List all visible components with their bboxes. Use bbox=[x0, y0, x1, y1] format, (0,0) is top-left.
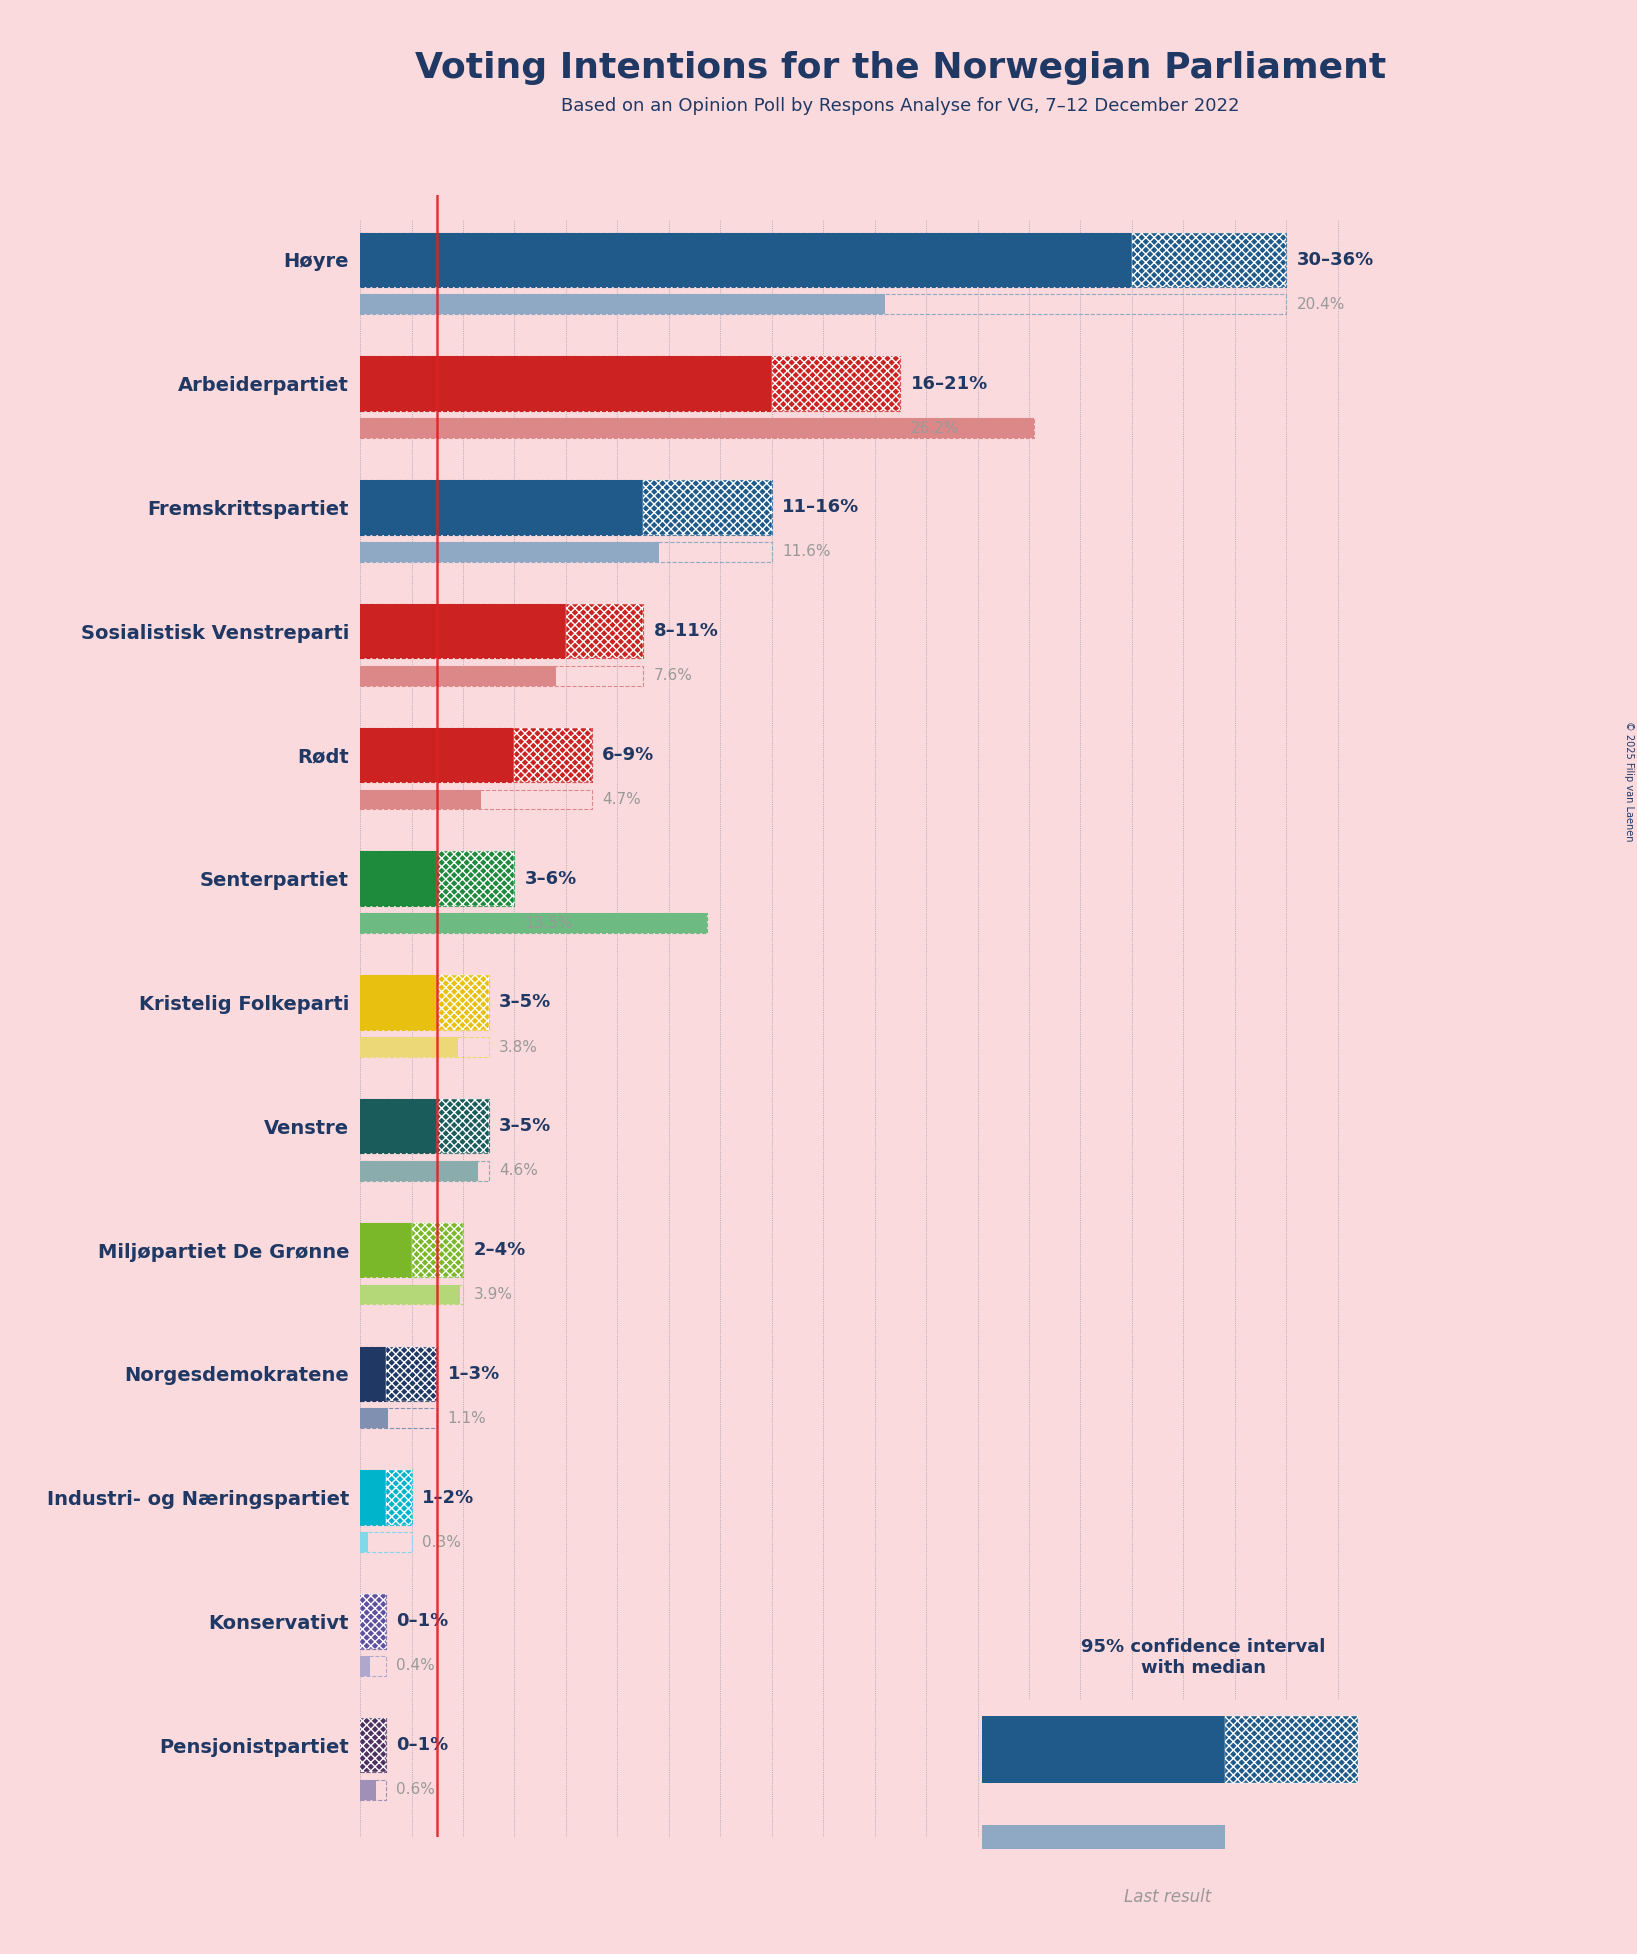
Text: Based on an Opinion Poll by Respons Analyse for VG, 7–12 December 2022: Based on an Opinion Poll by Respons Anal… bbox=[561, 96, 1239, 115]
Bar bbox=[360, 418, 1035, 438]
Bar bbox=[360, 1038, 489, 1057]
Bar bbox=[360, 295, 1287, 315]
Bar bbox=[643, 481, 771, 535]
Bar bbox=[360, 975, 437, 1030]
Bar bbox=[360, 233, 1131, 287]
Text: 4.7%: 4.7% bbox=[602, 791, 640, 807]
Bar bbox=[514, 727, 591, 782]
Bar bbox=[360, 913, 707, 934]
Bar bbox=[360, 1409, 388, 1428]
Bar bbox=[360, 295, 886, 315]
Bar bbox=[360, 1223, 463, 1278]
Bar bbox=[360, 1346, 386, 1401]
Bar bbox=[360, 1718, 386, 1772]
Bar bbox=[360, 1161, 478, 1180]
Bar bbox=[360, 852, 514, 907]
Bar bbox=[360, 1469, 411, 1524]
Bar bbox=[360, 1657, 370, 1677]
Text: 3.8%: 3.8% bbox=[499, 1040, 539, 1055]
Bar bbox=[360, 1284, 460, 1305]
Bar bbox=[360, 1161, 489, 1180]
Text: 2–4%: 2–4% bbox=[473, 1241, 525, 1258]
Bar bbox=[360, 975, 489, 1030]
Text: 0–1%: 0–1% bbox=[396, 1737, 449, 1755]
Text: 26.2%: 26.2% bbox=[910, 420, 959, 436]
Bar bbox=[566, 604, 643, 658]
Text: 3–6%: 3–6% bbox=[525, 870, 576, 887]
Bar bbox=[360, 727, 514, 782]
Text: 6–9%: 6–9% bbox=[602, 746, 655, 764]
Bar bbox=[360, 1098, 437, 1153]
Bar bbox=[360, 1098, 489, 1153]
Bar bbox=[360, 1223, 411, 1278]
Text: 8–11%: 8–11% bbox=[653, 621, 719, 641]
Bar bbox=[982, 1716, 1224, 1782]
Bar bbox=[982, 1825, 1224, 1848]
Bar bbox=[360, 789, 481, 809]
Bar bbox=[360, 541, 771, 563]
Bar bbox=[360, 666, 555, 686]
Bar bbox=[411, 1223, 463, 1278]
Text: 3–5%: 3–5% bbox=[499, 1118, 552, 1135]
Bar bbox=[1224, 1716, 1359, 1782]
Text: 95% confidence interval
with median: 95% confidence interval with median bbox=[1080, 1637, 1326, 1677]
Bar bbox=[360, 727, 591, 782]
Text: 16–21%: 16–21% bbox=[910, 375, 987, 393]
Text: 3.9%: 3.9% bbox=[473, 1288, 512, 1301]
Bar bbox=[360, 1532, 411, 1551]
Text: Last result: Last result bbox=[1125, 1888, 1211, 1905]
Bar bbox=[360, 789, 591, 809]
Bar bbox=[360, 1718, 386, 1772]
Bar bbox=[771, 356, 900, 410]
Bar bbox=[360, 1657, 386, 1677]
Text: 1–2%: 1–2% bbox=[422, 1489, 475, 1507]
Text: 1–3%: 1–3% bbox=[447, 1364, 499, 1383]
Bar bbox=[360, 418, 1035, 438]
Bar bbox=[360, 481, 643, 535]
Text: 7.6%: 7.6% bbox=[653, 668, 692, 684]
Bar bbox=[360, 541, 658, 563]
Bar bbox=[360, 1346, 437, 1401]
Text: 0.3%: 0.3% bbox=[422, 1534, 460, 1550]
Text: 20.4%: 20.4% bbox=[1297, 297, 1346, 313]
Bar bbox=[360, 1469, 386, 1524]
Text: 0.6%: 0.6% bbox=[396, 1782, 435, 1798]
Text: 11.6%: 11.6% bbox=[782, 545, 830, 559]
Bar bbox=[360, 481, 771, 535]
Bar bbox=[360, 1532, 368, 1551]
Bar bbox=[360, 1594, 386, 1649]
Bar bbox=[360, 666, 643, 686]
Bar bbox=[360, 356, 771, 410]
Bar bbox=[360, 604, 643, 658]
Text: 4.6%: 4.6% bbox=[499, 1163, 539, 1178]
Bar bbox=[360, 233, 1287, 287]
Bar bbox=[360, 604, 566, 658]
Bar bbox=[360, 913, 707, 934]
Text: 3–5%: 3–5% bbox=[499, 993, 552, 1012]
Bar bbox=[360, 1038, 458, 1057]
Bar bbox=[1131, 233, 1287, 287]
Bar bbox=[360, 852, 437, 907]
Text: © 2025 Filip van Laenen: © 2025 Filip van Laenen bbox=[1624, 721, 1634, 842]
Text: Voting Intentions for the Norwegian Parliament: Voting Intentions for the Norwegian Parl… bbox=[414, 51, 1387, 86]
Bar bbox=[360, 1780, 375, 1800]
Text: 1.1%: 1.1% bbox=[447, 1411, 486, 1426]
Text: 0.4%: 0.4% bbox=[396, 1659, 435, 1673]
Bar bbox=[360, 1409, 437, 1428]
Bar bbox=[360, 1780, 386, 1800]
Bar bbox=[437, 852, 514, 907]
Text: 30–36%: 30–36% bbox=[1297, 250, 1373, 270]
Text: 0–1%: 0–1% bbox=[396, 1612, 449, 1630]
Bar bbox=[360, 356, 900, 410]
Bar bbox=[360, 1284, 463, 1305]
Bar bbox=[437, 975, 489, 1030]
Text: 13.5%: 13.5% bbox=[525, 916, 573, 930]
Text: 11–16%: 11–16% bbox=[782, 498, 859, 516]
Bar bbox=[386, 1346, 437, 1401]
Bar bbox=[386, 1469, 411, 1524]
Bar bbox=[360, 1594, 386, 1649]
Bar bbox=[437, 1098, 489, 1153]
